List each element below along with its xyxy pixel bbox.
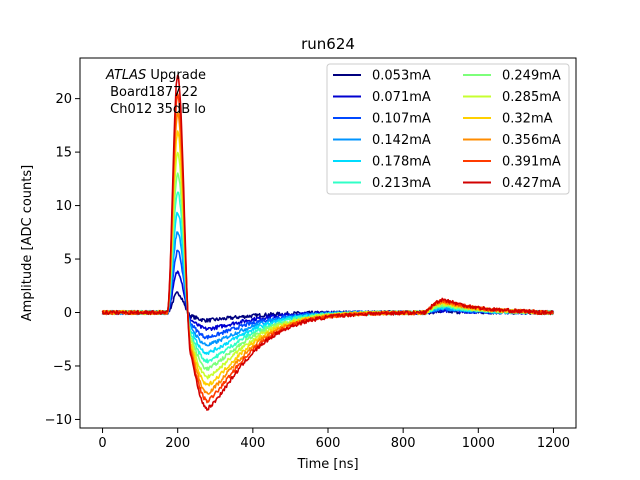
- legend-entry: 0.391mA: [463, 155, 561, 170]
- legend-label: 0.356mA: [502, 133, 561, 148]
- legend-label: 0.249mA: [502, 69, 561, 84]
- legend-entry: 0.053mA: [333, 69, 431, 84]
- legend-entry: 0.356mA: [463, 133, 561, 148]
- legend-label: 0.071mA: [372, 90, 431, 105]
- legend-label: 0.142mA: [372, 133, 431, 148]
- series-line: [101, 74, 554, 411]
- x-tick-label: 800: [391, 436, 416, 451]
- x-tick-label: 400: [240, 436, 265, 451]
- legend-entry: 0.285mA: [463, 90, 561, 105]
- upgrade-label: Upgrade: [146, 68, 206, 83]
- board-label: Board187722: [106, 85, 198, 100]
- x-axis: 0 200 400 600 800 1000 1200: [98, 428, 570, 451]
- y-tick-label: 10: [55, 199, 72, 214]
- y-tick-label: −5: [53, 359, 72, 374]
- legend-entry: 0.427mA: [463, 176, 561, 191]
- x-tick-label: 600: [316, 436, 341, 451]
- y-axis-label: Amplitude [ADC counts]: [20, 165, 35, 321]
- x-tick-label: 1000: [462, 436, 495, 451]
- y-tick-label: 5: [64, 253, 72, 268]
- legend-label: 0.107mA: [372, 112, 431, 127]
- legend-label: 0.053mA: [372, 69, 431, 84]
- y-tick-label: 0: [64, 306, 72, 321]
- legend: 0.053mA 0.071mA 0.107mA 0.142mA 0.178mA 0.213…: [326, 63, 570, 195]
- legend-entry: 0.142mA: [333, 133, 431, 148]
- legend-label: 0.285mA: [502, 90, 561, 105]
- legend-entry: 0.32mA: [463, 112, 553, 127]
- series-layer: [101, 74, 555, 411]
- legend-entry: 0.071mA: [333, 90, 431, 105]
- x-tick-label: 200: [165, 436, 190, 451]
- legend-label: 0.391mA: [502, 155, 561, 170]
- legend-frame: [326, 63, 570, 195]
- y-tick-label: 20: [55, 92, 72, 107]
- legend-label: 0.32mA: [502, 112, 553, 127]
- y-tick-label: −10: [45, 413, 72, 428]
- y-axis: −10 −5 0 5 10 15 20: [45, 92, 80, 428]
- legend-entry: 0.249mA: [463, 69, 561, 84]
- channel-label: Ch012 35dB lo: [106, 102, 206, 117]
- legend-label: 0.213mA: [372, 176, 431, 191]
- plot-area: [101, 74, 555, 411]
- x-tick-label: 1200: [537, 436, 570, 451]
- legend-label: 0.178mA: [372, 155, 431, 170]
- legend-label: 0.427mA: [502, 176, 561, 191]
- svg-text:ATLAS Upgrade: ATLAS Upgrade: [105, 68, 206, 83]
- series-line: [101, 291, 554, 323]
- legend-entry: 0.107mA: [333, 112, 431, 127]
- atlas-annotation: ATLAS Upgrade Board187722 Ch012 35dB lo: [105, 68, 206, 117]
- legend-entry: 0.178mA: [333, 155, 431, 170]
- x-tick-label: 0: [98, 436, 106, 451]
- x-axis-label: Time [ns]: [296, 457, 358, 472]
- y-tick-label: 15: [55, 146, 72, 161]
- chart-title: run624: [301, 35, 355, 53]
- atlas-label: ATLAS: [105, 68, 146, 83]
- legend-entry: 0.213mA: [333, 176, 431, 191]
